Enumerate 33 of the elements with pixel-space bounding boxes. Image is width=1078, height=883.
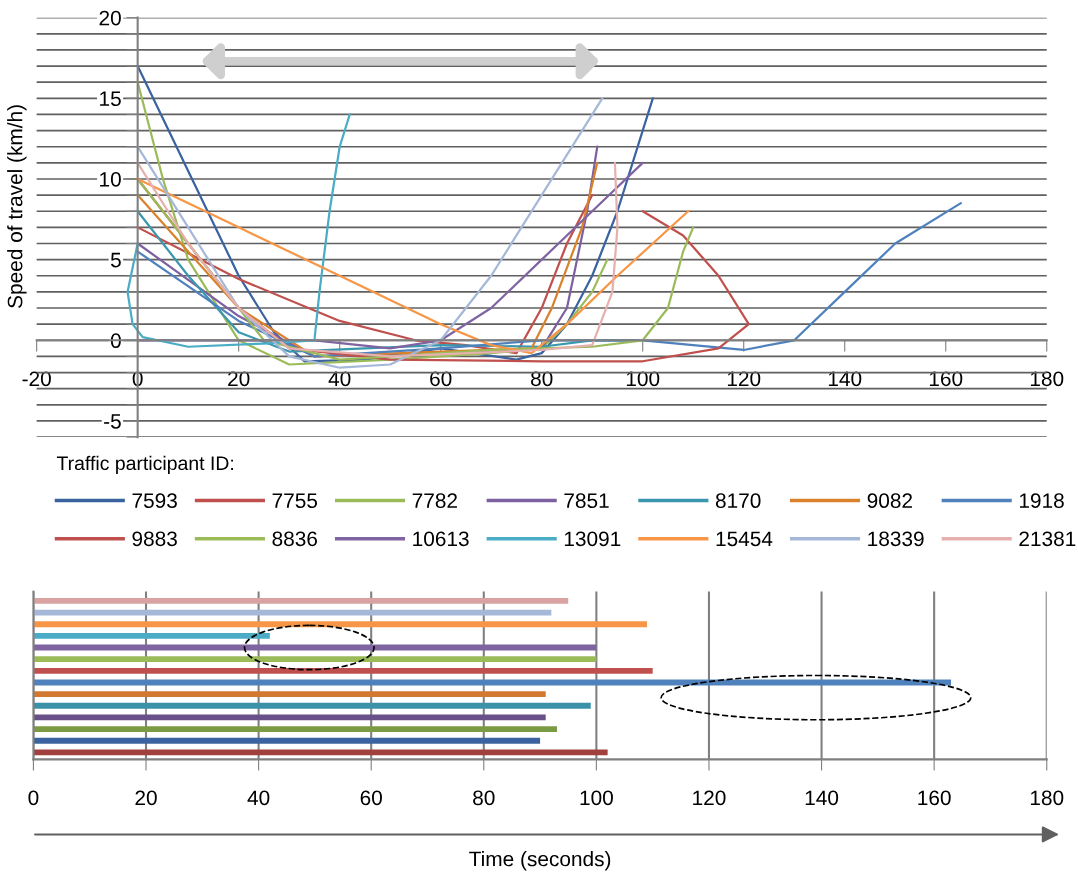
x-tick-label: 80 bbox=[473, 790, 495, 806]
y-tick-label: 10 bbox=[100, 171, 121, 187]
x-tick-label: 100 bbox=[580, 790, 613, 806]
x-tick-label: 40 bbox=[247, 790, 270, 806]
legend-label: 10613 bbox=[413, 531, 469, 547]
legend-label: 7851 bbox=[564, 493, 609, 509]
x-tick-label: 180 bbox=[1030, 371, 1064, 387]
legend-label: 8170 bbox=[715, 493, 761, 509]
x-tick-label: 60 bbox=[360, 790, 382, 806]
legend-label: 8836 bbox=[272, 531, 317, 547]
x-tick-label: 0 bbox=[28, 790, 39, 806]
x-tick-label: 180 bbox=[1030, 790, 1064, 806]
legend-label: 7755 bbox=[272, 493, 318, 509]
legend-title: Traffic participant ID: bbox=[56, 455, 234, 474]
legend-label: 9082 bbox=[867, 493, 912, 509]
legend-label: 13091 bbox=[564, 531, 621, 547]
x-axis-title: Time (seconds) bbox=[469, 851, 611, 871]
x-tick-label: 160 bbox=[918, 790, 951, 806]
x-tick-label: 20 bbox=[135, 790, 157, 806]
y-tick-label: 5 bbox=[110, 252, 121, 268]
legend-label: 9883 bbox=[132, 531, 177, 547]
legend-label: 7593 bbox=[132, 493, 177, 509]
x-tick-label: 140 bbox=[805, 790, 839, 806]
legend-label: 21381 bbox=[1019, 531, 1076, 547]
y-tick-label: 20 bbox=[99, 10, 121, 26]
y-tick-label: 15 bbox=[100, 91, 121, 107]
legend-label: 1918 bbox=[1019, 493, 1064, 509]
legend-label: 7782 bbox=[412, 493, 457, 509]
y-tick-label: -5 bbox=[104, 414, 121, 429]
legend-label: 18339 bbox=[868, 531, 924, 547]
x-tick-label: 120 bbox=[693, 790, 726, 806]
y-axis-title: Speed of travel (km/h) bbox=[7, 105, 27, 308]
legend-label: 15454 bbox=[716, 531, 773, 547]
